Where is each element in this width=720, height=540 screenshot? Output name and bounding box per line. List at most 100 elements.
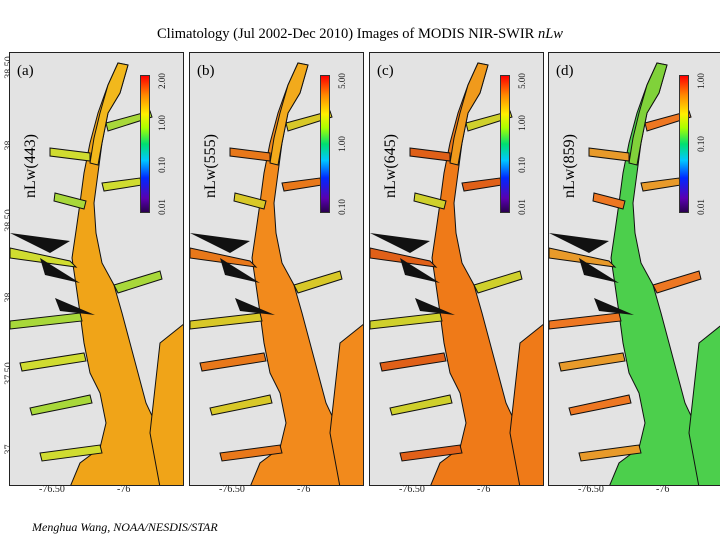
tributary [413, 192, 447, 210]
coastal-ocean [149, 323, 183, 485]
shoreline-shadow [579, 258, 619, 283]
tributary [379, 352, 447, 372]
panel-parameter: nLw(645) [382, 134, 399, 198]
lon-tick-label: -76.50 [578, 484, 604, 495]
main-stem [430, 62, 531, 485]
panel-parameter: nLw(859) [561, 134, 578, 198]
colorbar [500, 75, 510, 213]
tributary [370, 247, 438, 268]
tributary [53, 192, 87, 210]
shoreline-shadow [415, 298, 455, 315]
colorbar-tick-label: 5.00 [337, 73, 347, 89]
tributary [568, 394, 632, 416]
tributary [113, 270, 163, 294]
colorbar-tick-label: 0.10 [337, 199, 347, 215]
tributary [101, 177, 143, 192]
coastal-ocean [329, 323, 363, 485]
tributary [389, 394, 453, 416]
tributary [578, 444, 642, 462]
colorbar-tick-label: 1.00 [337, 136, 347, 152]
lon-tick-label: -76 [477, 484, 491, 495]
colorbar-tick-label: 1.00 [517, 115, 527, 131]
map-panel-d: (d) nLw(859) 1.00 0.10 0.01 [548, 52, 720, 486]
tributary [233, 192, 267, 210]
colorbar-tick-label: 0.10 [157, 157, 167, 173]
colorbar-tick-label: 5.00 [517, 73, 527, 89]
shoreline-shadow [40, 258, 80, 283]
tributary [199, 352, 267, 372]
tributary [652, 270, 702, 294]
tributary [293, 270, 343, 294]
tributary [29, 394, 93, 416]
shoreline-shadow [10, 233, 70, 253]
lon-tick-label: -76.50 [219, 484, 245, 495]
tributary [588, 147, 630, 162]
upper-bay [449, 62, 489, 166]
author-credit: Menghua Wang, NOAA/NESDIS/STAR [32, 520, 218, 534]
tributary [461, 177, 503, 192]
panel-label: (d) [554, 63, 576, 80]
lon-tick-label: -76 [656, 484, 670, 495]
tributary [10, 247, 78, 268]
lon-tick-label: -76 [297, 484, 311, 495]
colorbar-tick-label: 1.00 [157, 115, 167, 131]
panel-label: (c) [375, 63, 396, 80]
colorbar [320, 75, 330, 213]
shoreline-shadow [55, 298, 95, 315]
lon-tick-label: -76 [117, 484, 131, 495]
tributary [409, 147, 451, 162]
tributary [190, 312, 263, 330]
bay-map [10, 62, 183, 485]
figure-title: Climatology (Jul 2002-Dec 2010) Images o… [157, 26, 563, 42]
tributary [10, 312, 83, 330]
coastal-ocean [509, 323, 543, 485]
main-stem [250, 62, 351, 485]
shoreline-shadow [190, 233, 250, 253]
shoreline-shadow [400, 258, 440, 283]
map-panel-b: (b) nLw(555) 5.00 1.00 0.10 [189, 52, 364, 486]
title-variable: nLw [537, 26, 563, 42]
map-panel-a: (a) nLw(443) 2.00 1.00 0.10 0.01 [9, 52, 184, 486]
colorbar-tick-label: 0.01 [517, 199, 527, 215]
panel-label: (b) [195, 63, 217, 80]
tributary [19, 352, 87, 372]
colorbar-tick-label: 1.00 [696, 73, 706, 89]
colorbar-tick-label: 0.10 [696, 136, 706, 152]
shoreline-shadow [235, 298, 275, 315]
tributary [219, 444, 283, 462]
colorbar-tick-label: 0.01 [157, 199, 167, 215]
tributary [39, 444, 103, 462]
panel-label: (a) [15, 63, 36, 80]
panel-parameter: nLw(443) [22, 134, 39, 198]
colorbar-tick-label: 2.00 [157, 73, 167, 89]
tributary [281, 177, 323, 192]
colorbar-tick-label: 0.10 [517, 157, 527, 173]
shoreline-shadow [594, 298, 634, 315]
tributary [549, 247, 617, 268]
tributary [549, 312, 622, 330]
upper-bay [269, 62, 309, 166]
shoreline-shadow [370, 233, 430, 253]
colorbar [679, 75, 689, 213]
main-stem [70, 62, 171, 485]
tributary [190, 247, 258, 268]
shoreline-shadow [549, 233, 609, 253]
bay-map [190, 62, 363, 485]
tributary [209, 394, 273, 416]
tributary [229, 147, 271, 162]
bay-map [370, 62, 543, 485]
upper-bay [89, 62, 129, 166]
main-stem [609, 62, 710, 485]
colorbar [140, 75, 150, 213]
panel-parameter: nLw(555) [202, 134, 219, 198]
bay-map [549, 62, 720, 485]
colorbar-tick-label: 0.01 [696, 199, 706, 215]
lon-tick-label: -76.50 [399, 484, 425, 495]
tributary [370, 312, 443, 330]
tributary [473, 270, 523, 294]
tributary [592, 192, 626, 210]
lon-tick-label: -76.50 [39, 484, 65, 495]
tributary [640, 177, 682, 192]
map-panel-c: (c) nLw(645) 5.00 1.00 0.10 0.01 [369, 52, 544, 486]
